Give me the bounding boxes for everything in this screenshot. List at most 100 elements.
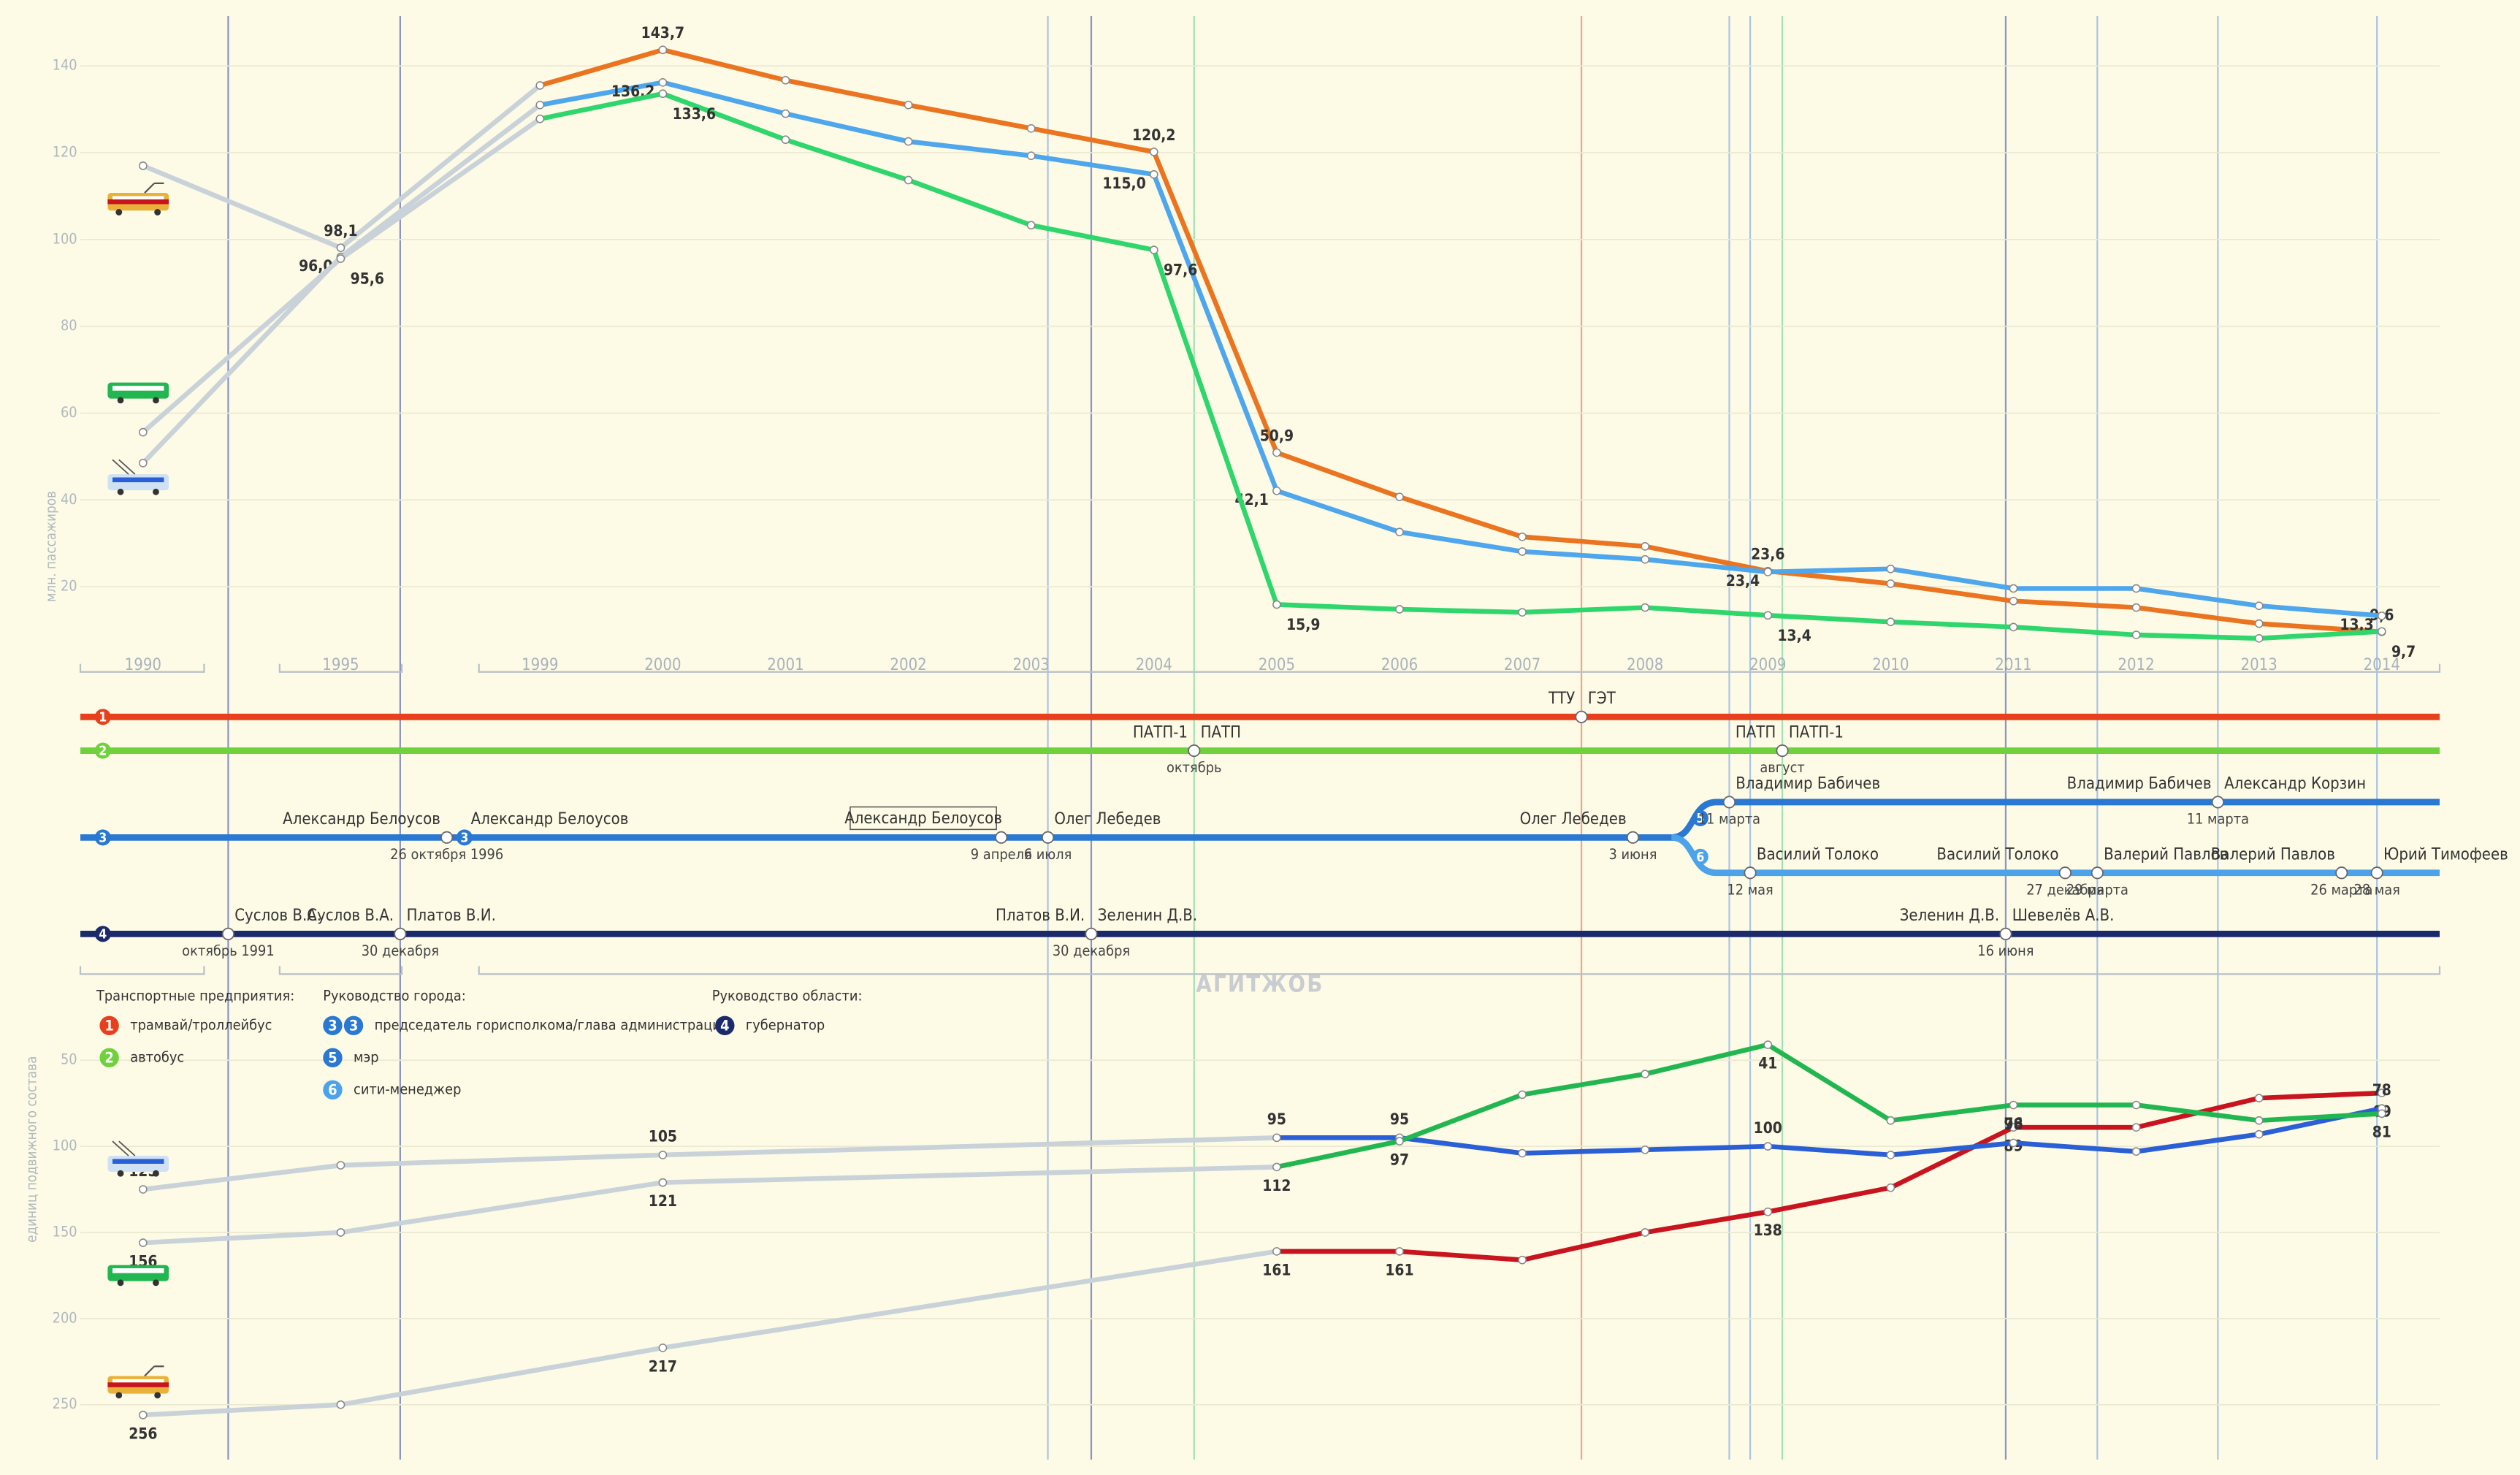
badge-number: 4 — [99, 927, 107, 942]
point — [1272, 1162, 1281, 1172]
point — [2254, 1094, 2264, 1102]
bus-icon — [107, 382, 169, 404]
line-segment — [1888, 619, 2016, 630]
y-tick-label: 120 — [53, 144, 77, 161]
data-label: 41 — [1758, 1054, 1777, 1072]
legend-badge — [323, 1015, 343, 1035]
x-tick-label: 2011 — [1995, 656, 2031, 674]
data-label: 15,9 — [1286, 616, 1320, 633]
point — [1886, 1183, 1895, 1192]
point — [1641, 603, 1650, 612]
badge — [1692, 809, 1708, 826]
x-tick-label: 2002 — [890, 656, 926, 674]
point — [1886, 617, 1895, 627]
line-segment — [1397, 606, 1525, 615]
y-tick-label: 50 — [61, 1051, 77, 1068]
event-marker — [1041, 831, 1055, 844]
line-segment — [1397, 529, 1525, 554]
legend-label: мэр — [354, 1048, 379, 1065]
point — [1763, 611, 1773, 620]
event-label: Зеленин Д.В. — [1098, 907, 1197, 925]
tram-icon — [107, 1365, 170, 1400]
event-date: 26 октября 1996 — [390, 846, 503, 863]
legend-badge — [715, 1015, 735, 1035]
event-date: 30 декабря — [1053, 942, 1130, 959]
line-segment — [2011, 625, 2139, 638]
event-label: ПАТП — [1736, 723, 1776, 742]
point — [2009, 596, 2018, 606]
point — [1149, 245, 1158, 254]
point — [535, 114, 545, 123]
point — [658, 89, 668, 99]
event-label: Юрий Тимофеев — [2383, 846, 2508, 864]
interpolated-segment — [140, 163, 343, 251]
legend-label: трамвай/троллейбус — [130, 1016, 272, 1033]
event-label: Александр Белоусов — [471, 810, 629, 828]
legend-label: губернатор — [746, 1016, 825, 1033]
line-segment — [1519, 549, 1648, 562]
line-segment — [1765, 1042, 1893, 1124]
line-segment — [1028, 126, 1157, 155]
event-date: август — [1760, 759, 1804, 776]
line-segment — [1888, 1102, 2016, 1124]
data-label: 100 — [1754, 1119, 1782, 1137]
line-segment — [783, 77, 911, 108]
event-date: октябрь 1991 — [182, 942, 275, 959]
line-segment — [1151, 149, 1280, 455]
line-segment — [1888, 581, 2016, 604]
badge-number: 1 — [99, 710, 107, 725]
bus-icon — [107, 1265, 169, 1287]
point — [138, 1411, 148, 1419]
x-tick-label: 2013 — [2240, 656, 2277, 674]
line-segment — [783, 137, 911, 183]
event-label: Василий Толоко — [1936, 846, 2058, 864]
data-label: 98,1 — [324, 222, 357, 240]
x-tick-label: 2009 — [1749, 656, 1786, 674]
x-tick-label: 2010 — [1872, 656, 1909, 674]
line-segment — [1028, 222, 1157, 253]
event-label: Валерий Павлов — [2211, 846, 2335, 864]
legend-badge-number: 3 — [328, 1017, 337, 1034]
point — [138, 458, 148, 468]
line-segment — [1397, 1092, 1525, 1144]
axis-strip — [278, 663, 403, 673]
y-axis-label: единиц подвижного состава — [25, 1056, 40, 1243]
x-tick-label: 2014 — [2364, 656, 2400, 674]
point — [904, 137, 913, 146]
data-label: 78 — [2372, 1081, 2391, 1099]
event-marker — [2370, 866, 2383, 880]
legend-title: Руководство города: — [323, 988, 466, 1005]
badge-number: 2 — [99, 744, 107, 759]
point — [535, 100, 545, 110]
timeline-line — [1671, 799, 2440, 841]
point — [2254, 633, 2264, 643]
data-label: 97 — [1390, 1151, 1409, 1168]
event-label: ПАТП-1 — [1789, 723, 1844, 742]
line-segment — [1274, 450, 1402, 500]
point — [2377, 627, 2386, 636]
legend-badge — [99, 1015, 119, 1035]
x-tick-label: 2005 — [1259, 656, 1295, 674]
point — [1763, 1207, 1773, 1216]
interpolated-segment — [338, 102, 543, 259]
y-tick-label: 60 — [61, 404, 77, 421]
line-segment — [1888, 1140, 2016, 1158]
event-date: 30 декабря — [362, 942, 439, 959]
y-tick-label: 150 — [53, 1223, 77, 1240]
badge — [94, 742, 111, 759]
point — [1149, 169, 1158, 179]
event-label: Александр Корзин — [2224, 775, 2366, 793]
event-marker — [2058, 866, 2072, 880]
axis-strip — [478, 663, 2441, 673]
data-label: 98 — [2004, 1116, 2023, 1133]
line-segment — [2134, 632, 2261, 641]
legend-title: Руководство области: — [712, 988, 863, 1005]
event-label: Олег Лебедев — [1520, 810, 1627, 828]
line-segment — [1397, 1135, 1525, 1156]
badge-number: 3 — [99, 831, 107, 845]
event-label: Платов В.И. — [996, 907, 1085, 925]
event-label: Суслов В.А. — [307, 907, 394, 925]
legend-badge — [99, 1048, 119, 1067]
point — [2131, 1123, 2141, 1132]
line-segment — [1151, 172, 1280, 494]
